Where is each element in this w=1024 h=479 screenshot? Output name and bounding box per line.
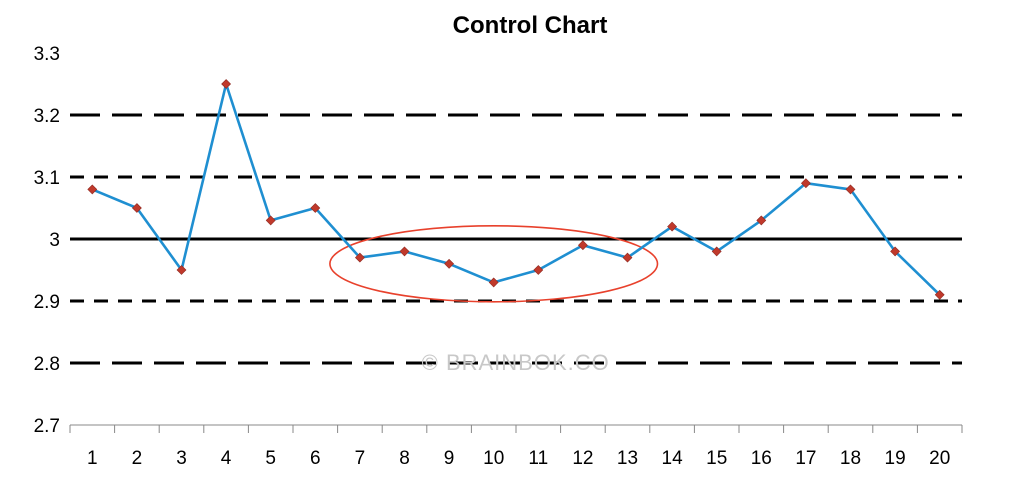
x-tick-label: 14 [662,448,684,469]
series-line [91,82,941,296]
data-point [176,265,187,275]
data-point [354,252,365,263]
data-point [533,265,544,275]
data-point [756,215,767,226]
data-point [934,289,945,300]
data-point [265,215,276,226]
data-point [800,178,811,189]
x-tick-label: 10 [483,448,504,469]
data-point [890,246,901,257]
y-tick-label: 3.1 [34,168,60,189]
data-point [667,221,678,232]
data-point [577,240,588,251]
x-tick-label: 1 [87,448,98,469]
data-point [310,203,321,213]
y-axis-tick-labels: 2.7 2.8 2.9 3 3.1 3.2 3.3 [34,44,60,437]
x-tick-label: 4 [221,448,232,469]
x-tick-label: 18 [840,448,861,469]
control-limit-lines [70,113,962,365]
watermark: © BRAINBOK.CO [422,350,610,375]
y-tick-label: 2.8 [34,354,60,375]
y-tick-label: 2.7 [34,416,60,437]
y-tick-label: 3.2 [34,106,60,127]
data-point [711,246,722,257]
x-tick-label: 15 [706,448,727,469]
x-tick-label: 6 [310,448,321,469]
x-tick-label: 16 [751,448,772,469]
y-tick-label: 3 [49,230,60,251]
data-point [444,258,455,269]
y-tick-label: 2.9 [34,292,60,313]
x-tick-label: 8 [399,448,410,469]
y-tick-label: 3.3 [34,44,60,65]
x-tick-label: 3 [176,448,187,469]
data-point [488,277,499,288]
x-tick-label: 5 [265,448,276,469]
highlight-ellipse-group [329,224,659,303]
x-tick-label: 13 [617,448,638,469]
x-tick-label: 20 [929,448,950,469]
highlight-ellipse [329,224,659,303]
x-tick-label: 19 [885,448,906,469]
data-point [622,252,633,263]
data-series [87,79,945,300]
x-tick-label: 17 [795,448,816,469]
data-point [87,184,98,195]
x-tick-label: 2 [132,448,143,469]
data-point [399,246,410,257]
x-tick-label: 12 [572,448,593,469]
x-tick-label: 11 [528,448,548,469]
data-point [131,203,142,213]
chart-title: Control Chart [453,12,608,39]
data-point [845,184,856,195]
data-point [221,79,232,89]
x-tick-label: 7 [355,448,366,469]
x-axis: 1 2 3 4 5 6 7 8 9 10 11 12 13 14 15 16 17 18 19 20 [69,424,963,469]
x-tick-label: 9 [444,448,455,469]
